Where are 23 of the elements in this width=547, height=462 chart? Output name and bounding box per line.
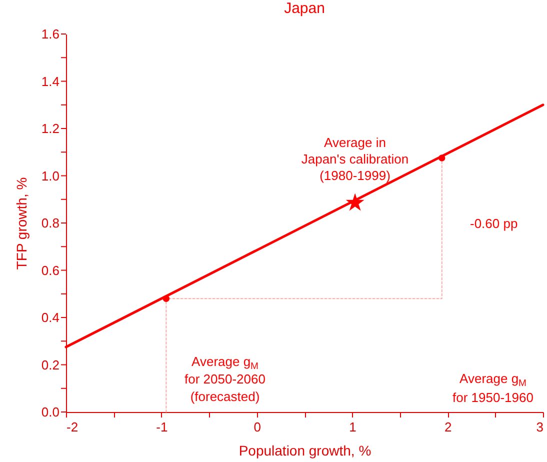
x-tick-label: -1 bbox=[156, 420, 168, 434]
point bbox=[162, 295, 170, 302]
y-tick-label: 0.0 bbox=[41, 404, 60, 420]
x-tick-label: 1 bbox=[349, 420, 356, 434]
y-tick-label: 1.6 bbox=[41, 26, 60, 42]
y-tick-label: 0.8 bbox=[41, 216, 60, 230]
x-tick-label: 2 bbox=[444, 420, 452, 434]
x-tick-label: 0 bbox=[254, 420, 261, 434]
y-axis-title: TFP growth, % bbox=[13, 177, 30, 270]
annotation: -0.60 pp bbox=[470, 216, 518, 231]
x-tick-label: 3 bbox=[536, 420, 544, 434]
y-tick-label: 0.6 bbox=[41, 262, 60, 278]
point bbox=[438, 154, 446, 162]
chart-title: Japan bbox=[284, 0, 325, 17]
point bbox=[346, 193, 364, 211]
y-tick-label: 1.0 bbox=[41, 168, 60, 184]
annotation: Average in Japan's calibration (1980-1999) bbox=[301, 135, 409, 183]
y-tick-label: 1.2 bbox=[41, 121, 60, 136]
x-tick-label: -2 bbox=[66, 420, 78, 434]
x-axis-title: Population growth, % bbox=[238, 442, 372, 458]
y-tick-label: 0.2 bbox=[41, 357, 60, 372]
y-tick-label: 1.4 bbox=[41, 74, 60, 89]
y-tick-label: 0.4 bbox=[41, 310, 60, 325]
